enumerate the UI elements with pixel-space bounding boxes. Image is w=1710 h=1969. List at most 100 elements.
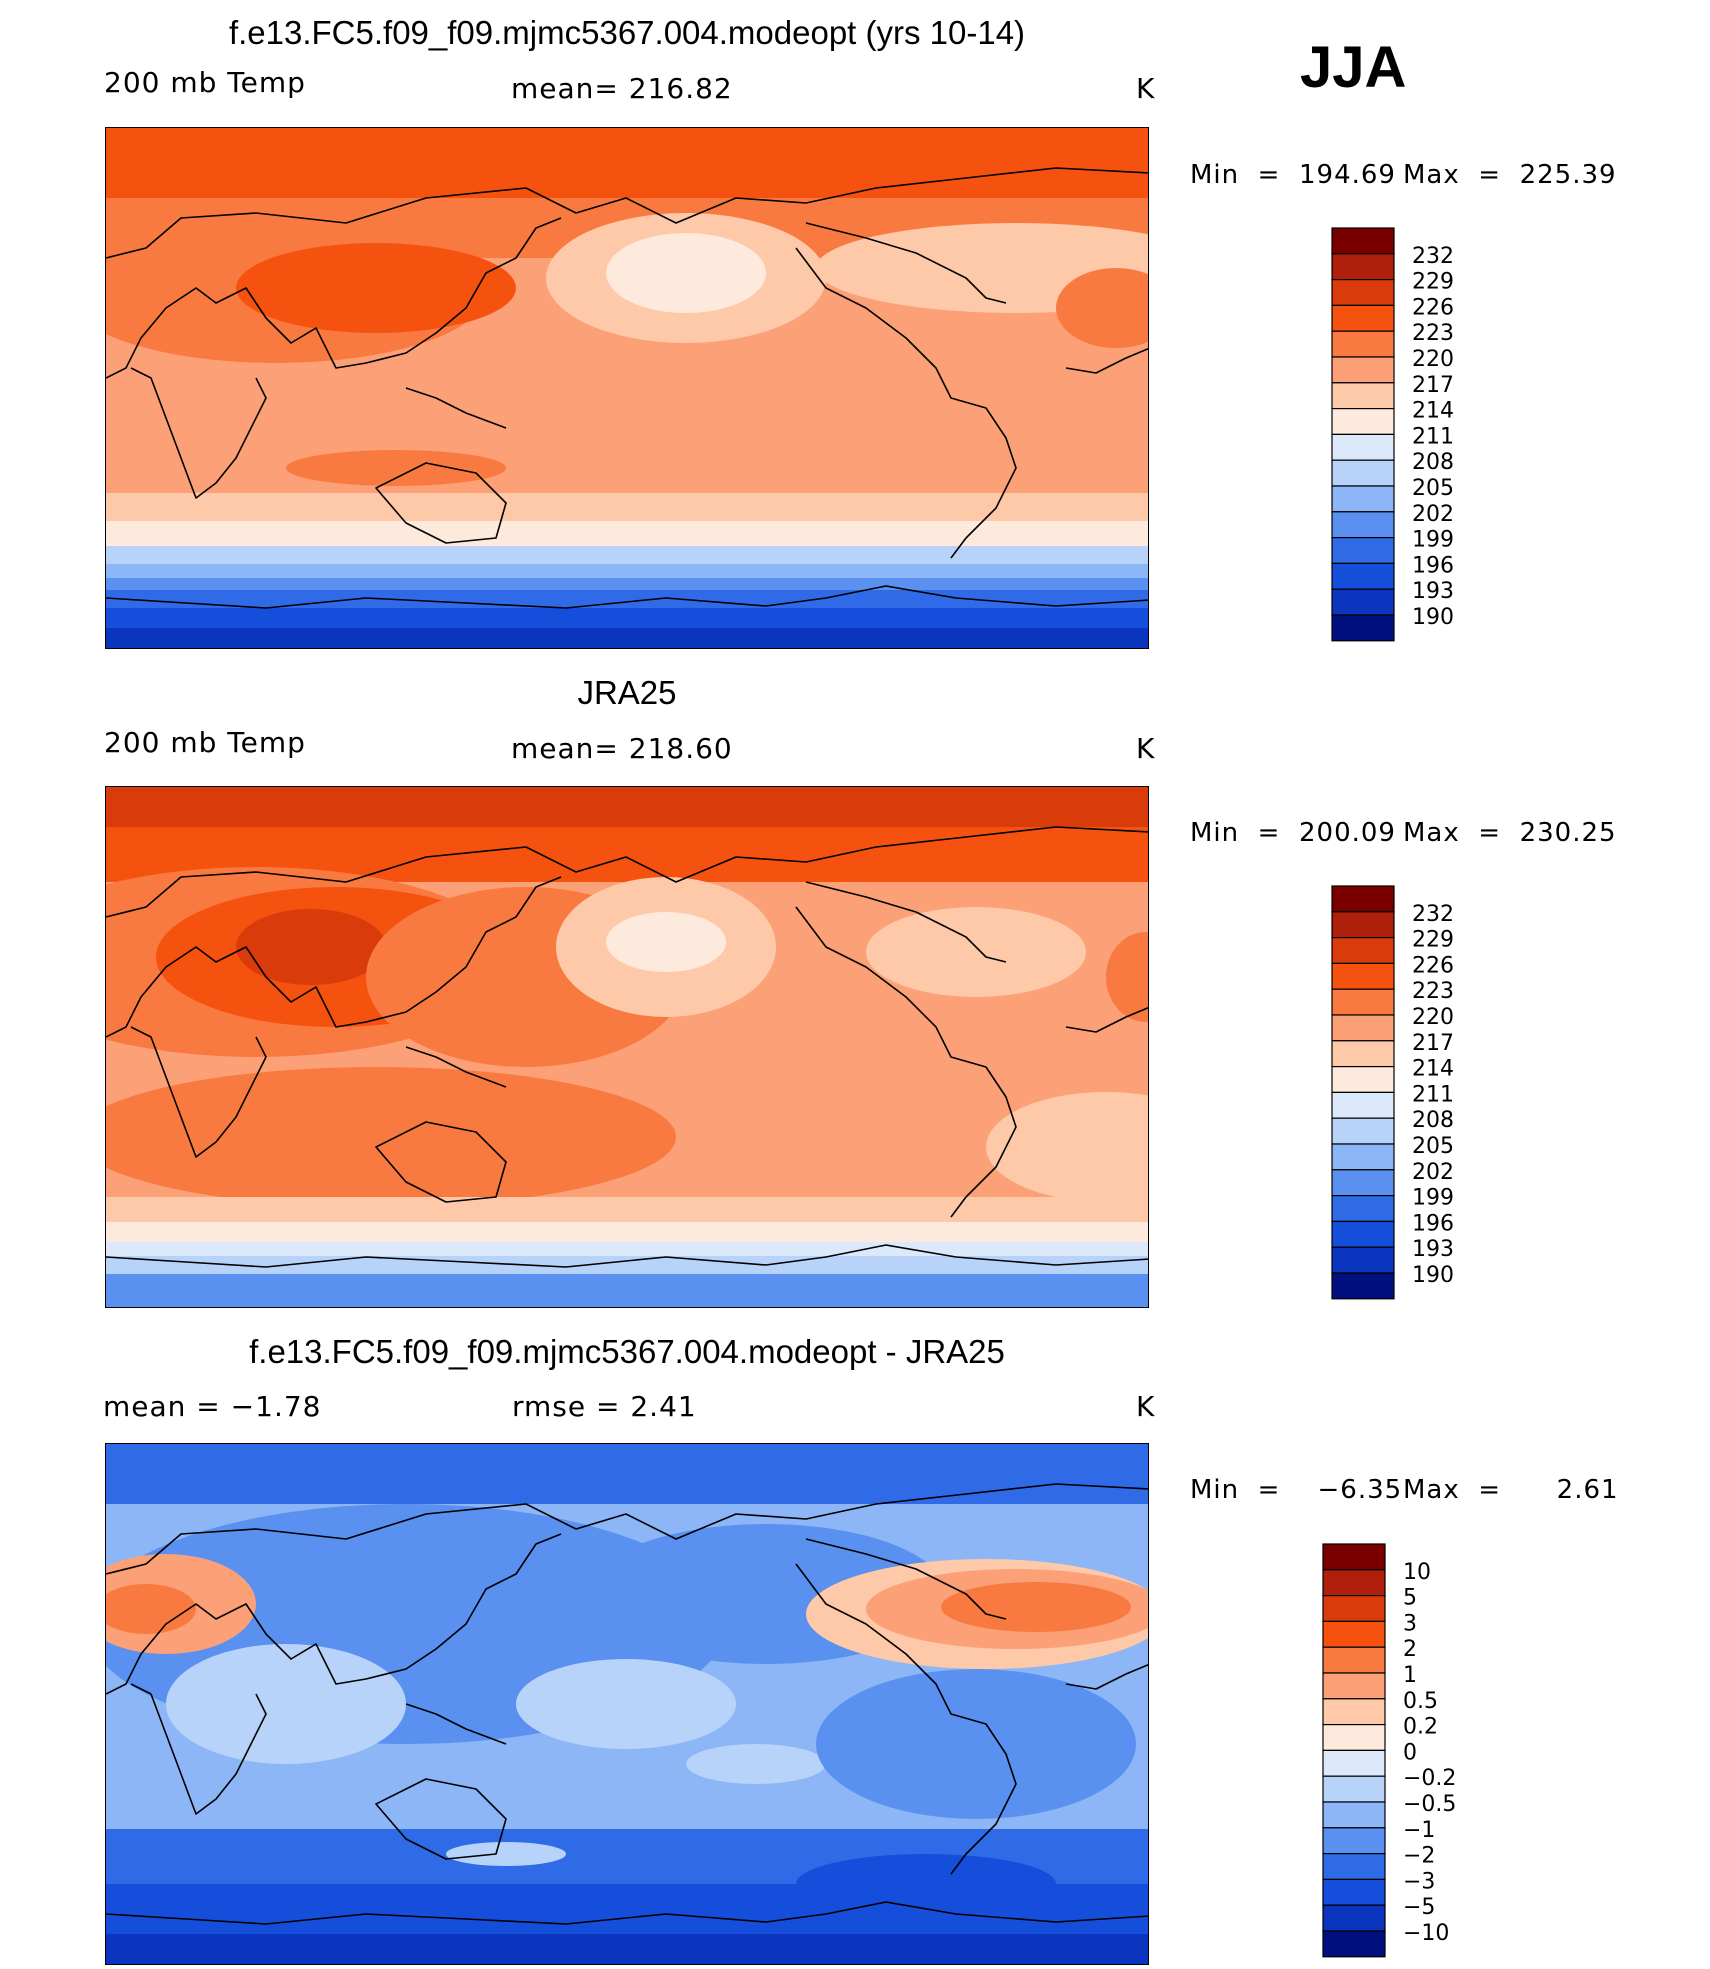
- colorbar-swatch: [1322, 1543, 1386, 1571]
- contour-region: [516, 1659, 736, 1749]
- colorbar-tick-label: 211: [1412, 1082, 1454, 1107]
- colorbar-tick-label: −0.5: [1403, 1792, 1456, 1817]
- coastlines: [106, 167, 1148, 609]
- contour-region: [866, 907, 1086, 997]
- coastline-path: [795, 247, 1017, 559]
- colorbar-tick-label: −3: [1403, 1869, 1435, 1894]
- contour-band: [106, 1222, 1148, 1242]
- colorbar-swatch: [1322, 1853, 1386, 1881]
- coastline-path: [106, 1901, 1148, 1925]
- colorbar-swatch: [1331, 1246, 1395, 1274]
- coastline-path: [375, 462, 507, 544]
- colorbar-swatch: [1322, 1672, 1386, 1700]
- colorbar-tick-label: 220: [1412, 1005, 1454, 1030]
- colorbar-swatch: [1331, 1169, 1395, 1197]
- colorbar-model: 232 229 226 223 220 217 214 211 208 205 202 199 196 1…: [1331, 227, 1492, 642]
- colorbar-tick-label: 199: [1412, 1186, 1454, 1211]
- colorbar-tick-label: −1: [1403, 1818, 1435, 1843]
- panel-diff-unit-label: K: [1136, 1390, 1156, 1423]
- colorbar-swatch: [1322, 1749, 1386, 1777]
- contour-region: [796, 1854, 1056, 1914]
- coastline-path: [1065, 1006, 1148, 1033]
- coastline-path: [375, 1778, 507, 1860]
- colorbar-swatch: [1322, 1930, 1386, 1958]
- coastline-path: [106, 217, 562, 379]
- colorbar-tick-label: 193: [1412, 579, 1454, 604]
- colorbar-swatch: [1331, 433, 1395, 461]
- coastline-path: [106, 1244, 1148, 1268]
- colorbar-swatch: [1331, 1066, 1395, 1094]
- panel-title-model: f.e13.FC5.f09_f09.mjmc5367.004.modeopt (…: [228, 14, 1026, 51]
- panel-diff-max-label: Max = 2.61: [1403, 1475, 1619, 1505]
- panel-model-max-label: Max = 225.39: [1403, 160, 1617, 190]
- colorbar-swatch: [1331, 1143, 1395, 1171]
- map-diff-svg: [106, 1444, 1148, 1964]
- contour-band: [106, 1444, 1148, 1504]
- map-obs-svg: [106, 787, 1148, 1307]
- panel-model-unit-label: K: [1136, 72, 1156, 105]
- colorbar-swatch: [1322, 1801, 1386, 1829]
- colorbar-swatch: [1322, 1878, 1386, 1906]
- colorbar-tick-label: 5: [1403, 1586, 1417, 1611]
- coastline-path: [106, 585, 1148, 609]
- colorbar-tick-label: 232: [1412, 244, 1454, 269]
- coastline-path: [405, 387, 507, 429]
- colorbar-swatch: [1331, 1195, 1395, 1223]
- colorbar-tick-label: −0.2: [1403, 1766, 1456, 1791]
- contour-region: [1056, 268, 1148, 348]
- map-model-fill: [106, 128, 1148, 648]
- colorbar-tick-label: 3: [1403, 1611, 1417, 1636]
- colorbar-swatch: [1331, 614, 1395, 642]
- panel-obs-min-label: Min = 200.09: [1190, 818, 1396, 848]
- coastline-path: [106, 1483, 1148, 1575]
- contour-band: [106, 493, 1148, 523]
- panel-model-variable-label: 200 mb Temp: [104, 66, 306, 99]
- colorbar-tick-label: 2: [1403, 1637, 1417, 1662]
- colorbar-swatch: [1331, 278, 1395, 306]
- colorbar-tick-label: 226: [1412, 953, 1454, 978]
- colorbar-tick-label: 202: [1412, 502, 1454, 527]
- contour-band: [106, 578, 1148, 590]
- coastline-path: [106, 167, 1148, 259]
- contour-band: [106, 1197, 1148, 1222]
- coastline-path: [1065, 347, 1148, 374]
- contour-band: [106, 1934, 1148, 1964]
- contour-region: [816, 1669, 1136, 1819]
- colorbar-tick-label: 196: [1412, 553, 1454, 578]
- coastline-path: [1065, 1663, 1148, 1690]
- colorbar-model-svg: 2322292262232202172142112082052021991961…: [1331, 227, 1454, 642]
- colorbar-swatch: [1331, 227, 1395, 255]
- colorbar-swatch: [1322, 1594, 1386, 1622]
- contour-region: [606, 233, 766, 313]
- colorbar-tick-label: −5: [1403, 1895, 1435, 1920]
- coastline-path: [805, 1538, 1007, 1620]
- coastline-path: [795, 1563, 1017, 1875]
- colorbar-swatch: [1322, 1569, 1386, 1597]
- colorbar-swatch: [1331, 885, 1395, 913]
- colorbar-swatch: [1331, 936, 1395, 964]
- colorbar-swatch: [1331, 330, 1395, 358]
- colorbar-swatch: [1331, 1014, 1395, 1042]
- contour-region: [1106, 932, 1148, 1022]
- contour-band: [106, 590, 1148, 608]
- colorbar-swatch: [1331, 1091, 1395, 1119]
- panel-diff-min-label: Min = −6.35: [1190, 1475, 1403, 1505]
- colorbar-swatch: [1322, 1827, 1386, 1855]
- colorbar-swatch: [1331, 304, 1395, 332]
- colorbar-tick-label: 0.2: [1403, 1715, 1438, 1740]
- colorbar-tick-label: 205: [1412, 476, 1454, 501]
- colorbar-swatch: [1331, 988, 1395, 1016]
- coastline-path: [130, 367, 267, 499]
- colorbar-tick-label: 229: [1412, 270, 1454, 295]
- colorbar-swatch: [1322, 1646, 1386, 1674]
- contour-region: [236, 243, 516, 333]
- panel-obs-variable-label: 200 mb Temp: [104, 726, 306, 759]
- contour-region: [236, 909, 386, 985]
- colorbar-swatch: [1331, 1220, 1395, 1248]
- colorbar-swatch: [1331, 1272, 1395, 1300]
- contour-band: [106, 564, 1148, 578]
- colorbar-tick-label: 214: [1412, 399, 1454, 424]
- contour-region: [606, 912, 726, 972]
- colorbar-swatch: [1331, 408, 1395, 436]
- colorbar-tick-label: 1: [1403, 1663, 1417, 1688]
